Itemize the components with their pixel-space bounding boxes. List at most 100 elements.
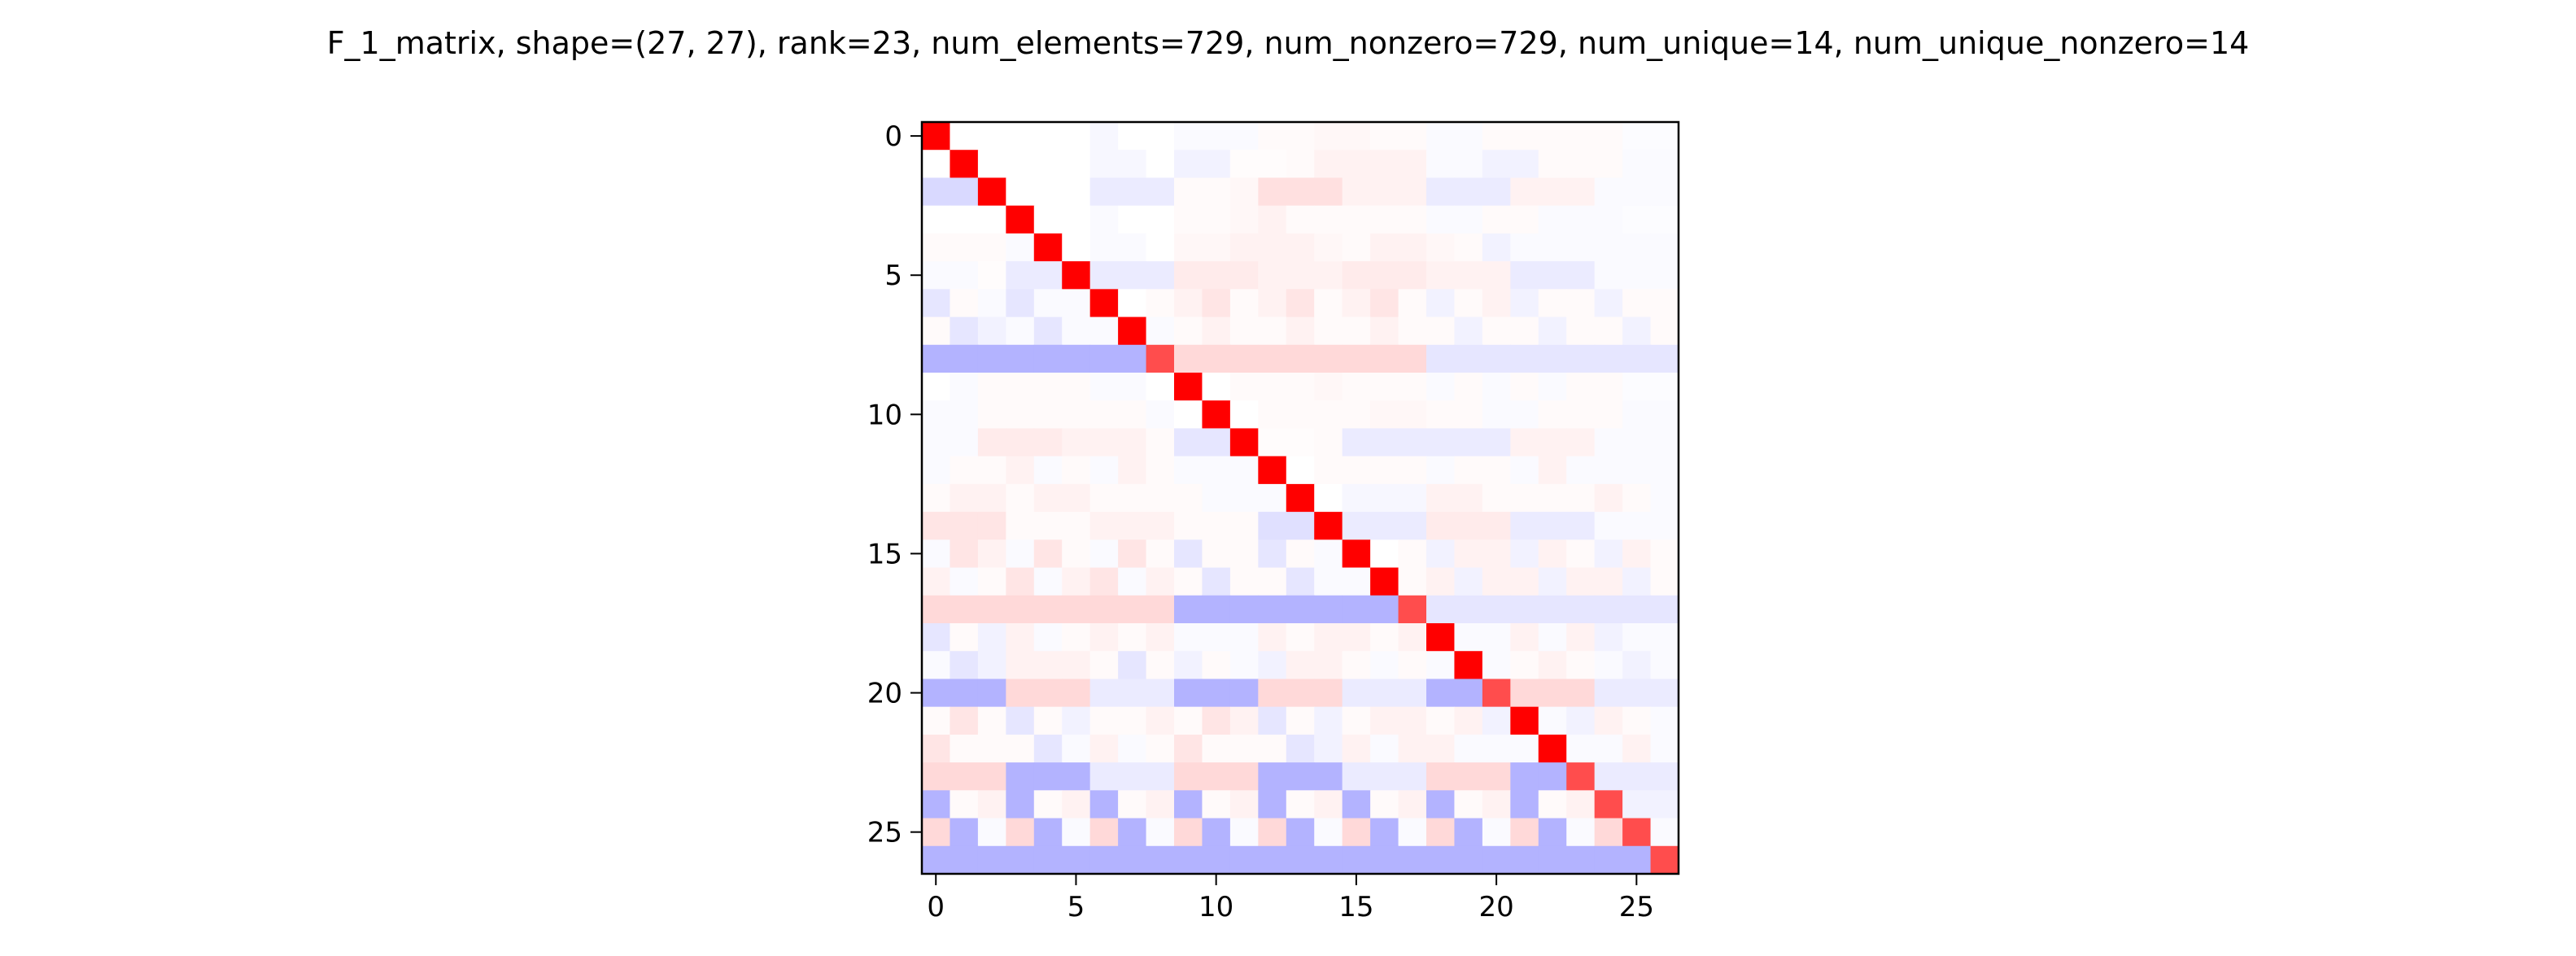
heatmap-cell-r4-c13 [1286,233,1315,262]
heatmap-cell-r17-c20 [1482,595,1511,624]
heatmap-cell-r22-c3 [1006,734,1035,763]
heatmap-cell-r16-c7 [1118,567,1147,596]
heatmap-cell-r12-c3 [1006,456,1035,485]
heatmap-cell-r1-c23 [1566,150,1596,179]
heatmap-cell-r9-c21 [1510,373,1539,401]
heatmap-cell-r3-c20 [1482,205,1511,234]
heatmap-cell-r6-c20 [1482,289,1511,318]
heatmap-cell-r5-c5 [1062,261,1091,290]
heatmap-cell-r21-c22 [1538,706,1567,736]
heatmap-cell-r10-c12 [1258,400,1287,430]
heatmap-cell-r23-c21 [1510,762,1539,791]
heatmap-cell-r23-c16 [1370,762,1399,791]
heatmap-cell-r25-c10 [1202,818,1231,847]
heatmap-cell-r14-c10 [1202,512,1231,540]
heatmap-cell-r14-c17 [1398,512,1427,540]
heatmap-cell-r15-c22 [1538,539,1567,569]
heatmap-cell-r19-c5 [1062,651,1091,680]
heatmap-cell-r6-c1 [950,289,979,318]
heatmap-cell-r26-c23 [1566,845,1596,875]
heatmap-cell-r13-c9 [1174,483,1203,513]
heatmap-cell-r4-c16 [1370,233,1399,262]
heatmap-cell-r5-c11 [1229,261,1259,290]
heatmap-cell-r0-c10 [1202,122,1231,151]
heatmap-cell-r16-c3 [1006,567,1035,596]
heatmap-cell-r17-c15 [1342,595,1371,624]
heatmap-cell-r20-c5 [1062,679,1091,708]
heatmap-cell-r23-c2 [977,762,1006,791]
heatmap-cell-r13-c10 [1202,483,1231,513]
heatmap-cell-r22-c11 [1229,734,1259,763]
heatmap-cell-r8-c20 [1482,344,1511,373]
heatmap-cell-r22-c16 [1370,734,1399,763]
heatmap-cell-r1-c22 [1538,150,1567,179]
heatmap-cell-r22-c17 [1398,734,1427,763]
heatmap-cell-r4-c10 [1202,233,1231,262]
heatmap-cell-r20-c8 [1146,679,1175,708]
heatmap-cell-r6-c4 [1033,289,1063,318]
heatmap-cell-r14-c0 [922,512,951,540]
heatmap-cell-r17-c1 [950,595,979,624]
heatmap-cell-r11-c21 [1510,428,1539,457]
heatmap-cell-r12-c17 [1398,456,1427,485]
heatmap-cell-r8-c18 [1426,344,1456,373]
heatmap-cell-r3-c6 [1089,205,1119,234]
heatmap-cell-r2-c17 [1398,177,1427,207]
heatmap-cell-r4-c17 [1398,233,1427,262]
heatmap-cell-r1-c3 [1006,150,1035,179]
heatmap-cell-r7-c2 [977,316,1006,346]
heatmap-cell-r18-c15 [1342,623,1371,652]
heatmap-cell-r4-c20 [1482,233,1511,262]
heatmap-cell-r13-c26 [1650,483,1679,513]
heatmap-cell-r13-c4 [1033,483,1063,513]
heatmap-cell-r3-c8 [1146,205,1175,234]
heatmap-cell-r8-c11 [1229,344,1259,373]
heatmap-cell-r5-c23 [1566,261,1596,290]
heatmap-cell-r15-c26 [1650,539,1679,569]
heatmap-cell-r26-c2 [977,845,1006,875]
heatmap-cell-r22-c6 [1089,734,1119,763]
heatmap-cell-r3-c24 [1594,205,1623,234]
heatmap-cell-r1-c21 [1510,150,1539,179]
heatmap-cell-r11-c2 [977,428,1006,457]
heatmap-cell-r26-c4 [1033,845,1063,875]
heatmap-cell-r5-c20 [1482,261,1511,290]
heatmap-cell-r13-c12 [1258,483,1287,513]
heatmap-cell-r4-c25 [1622,233,1652,262]
heatmap-cell-r0-c13 [1286,122,1315,151]
heatmap-cell-r26-c13 [1286,845,1315,875]
heatmap-cell-r8-c17 [1398,344,1427,373]
heatmap-cell-r17-c22 [1538,595,1567,624]
heatmap-cell-r4-c23 [1566,233,1596,262]
heatmap-cell-r24-c7 [1118,790,1147,819]
heatmap-cell-r19-c15 [1342,651,1371,680]
heatmap-cell-r0-c14 [1314,122,1343,151]
heatmap-cell-r21-c16 [1370,706,1399,736]
heatmap-cell-r22-c19 [1454,734,1483,763]
heatmap-cell-r7-c13 [1286,316,1315,346]
heatmap-cell-r21-c21 [1510,706,1539,736]
heatmap-cell-r1-c24 [1594,150,1623,179]
heatmap-cell-r18-c0 [922,623,951,652]
heatmap-cell-r23-c1 [950,762,979,791]
heatmap-cell-r7-c4 [1033,316,1063,346]
heatmap-cell-r0-c2 [977,122,1006,151]
heatmap-cell-r16-c17 [1398,567,1427,596]
heatmap-cell-r6-c5 [1062,289,1091,318]
heatmap-cell-r25-c3 [1006,818,1035,847]
heatmap-cell-r18-c24 [1594,623,1623,652]
heatmap-cell-r24-c25 [1622,790,1652,819]
heatmap-cell-r6-c9 [1174,289,1203,318]
heatmap-cell-r3-c21 [1510,205,1539,234]
heatmap-cell-r18-c20 [1482,623,1511,652]
heatmap-cell-r2-c16 [1370,177,1399,207]
heatmap-cell-r1-c12 [1258,150,1287,179]
heatmap-cell-r24-c2 [977,790,1006,819]
heatmap-cell-r23-c3 [1006,762,1035,791]
heatmap-cell-r8-c2 [977,344,1006,373]
heatmap-cell-r0-c23 [1566,122,1596,151]
heatmap-cell-r3-c10 [1202,205,1231,234]
heatmap-cell-r10-c1 [950,400,979,430]
heatmap-cell-r8-c22 [1538,344,1567,373]
heatmap-cell-r15-c17 [1398,539,1427,569]
